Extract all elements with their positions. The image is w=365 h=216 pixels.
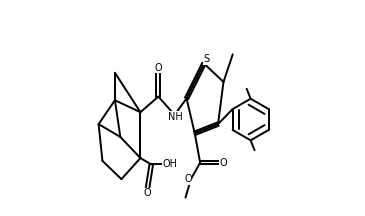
Text: O: O [184,174,192,184]
Text: O: O [219,158,227,168]
Text: O: O [154,63,162,73]
Text: NH: NH [168,111,182,122]
Text: O: O [144,188,151,198]
Text: OH: OH [163,159,178,170]
Text: S: S [204,54,210,64]
